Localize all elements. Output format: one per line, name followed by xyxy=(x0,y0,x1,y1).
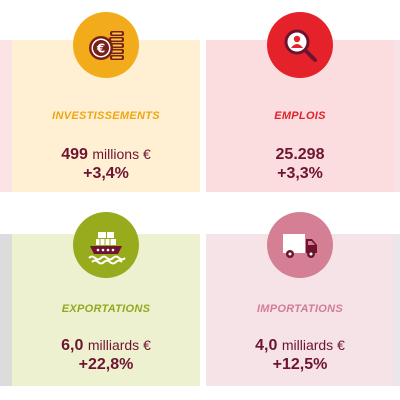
card-edge-right-bottom xyxy=(392,234,400,386)
card-edge-right-top xyxy=(392,40,400,192)
investissements-title: INVESTISSEMENTS xyxy=(52,110,160,122)
importations-card: IMPORTATIONS 4,0 milliards € +12,5% xyxy=(206,212,394,386)
investissements-value: 499 millions € xyxy=(12,144,200,165)
investissements-amount: 499 xyxy=(61,146,88,163)
card-edge-left-bottom xyxy=(0,234,12,386)
investissements-unit: millions € xyxy=(92,146,151,162)
emplois-value: 25.298 xyxy=(206,144,394,165)
importations-change: +12,5% xyxy=(272,356,328,373)
importations-title: IMPORTATIONS xyxy=(256,303,344,315)
emplois-change: +3,3% xyxy=(277,165,323,182)
emplois-amount: 25.298 xyxy=(275,146,325,163)
investissements-change: +3,4% xyxy=(83,165,129,182)
euro-coins-icon: € xyxy=(73,12,139,78)
exportations-change: +22,8% xyxy=(78,356,134,373)
investissements-card: € INVESTISSEMENTS 499 millions € +3,4% xyxy=(12,12,200,192)
card-edge-left-top xyxy=(0,40,12,192)
exportations-unit: milliards € xyxy=(87,337,151,353)
emplois-title: EMPLOIS xyxy=(274,110,326,122)
person-search-icon xyxy=(267,12,333,78)
exportations-card: EXPORTATIONS 6,0 milliards € +22,8% xyxy=(12,212,200,386)
exportations-title: EXPORTATIONS xyxy=(61,303,151,315)
importations-amount: 4,0 xyxy=(255,337,278,354)
svg-text:€: € xyxy=(96,42,105,56)
importations-unit: milliards € xyxy=(281,337,345,353)
exportations-amount: 6,0 xyxy=(61,337,84,354)
delivery-truck-icon xyxy=(267,212,333,278)
exportations-value: 6,0 milliards € xyxy=(12,335,200,356)
emplois-card: EMPLOIS 25.298 +3,3% xyxy=(206,12,394,192)
cargo-ship-icon xyxy=(73,212,139,278)
importations-value: 4,0 milliards € xyxy=(206,335,394,356)
